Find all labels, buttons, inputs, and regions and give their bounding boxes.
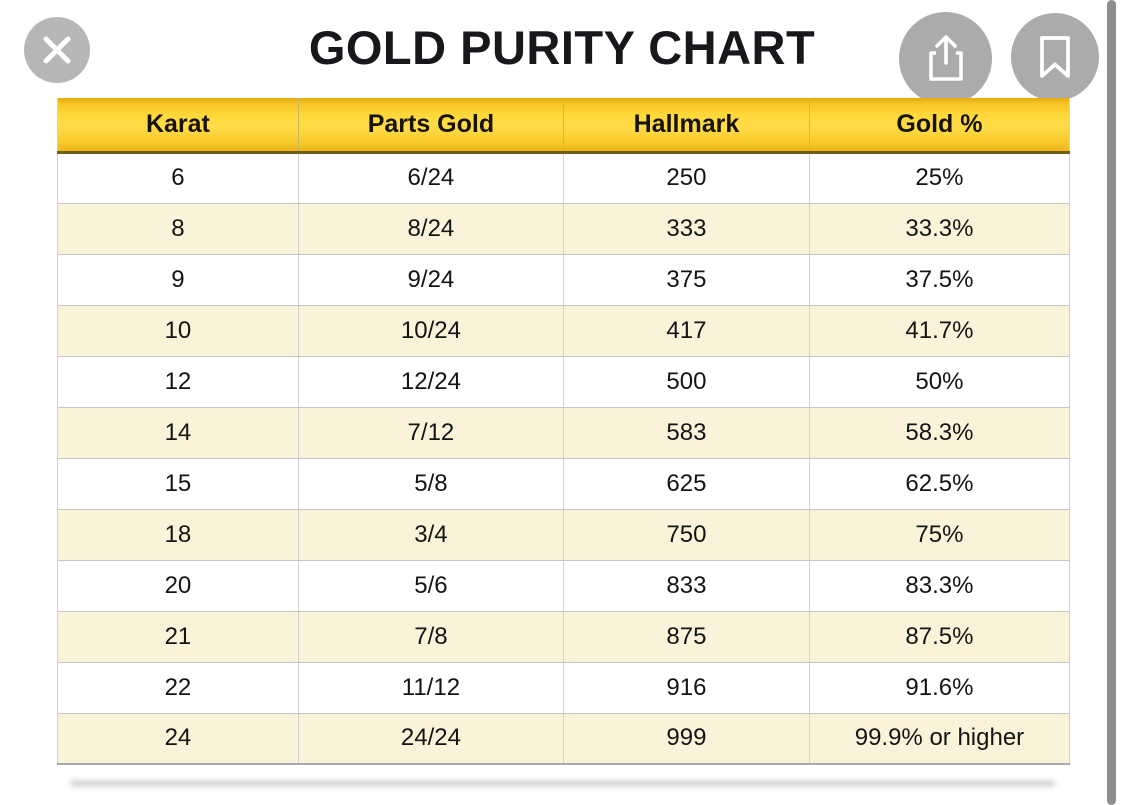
table-cell: 916 — [562, 662, 810, 714]
table-cell: 9/24 — [297, 254, 564, 306]
table-cell: 6 — [57, 152, 299, 204]
table-row: 8 8/24 333 33.3% — [57, 203, 1070, 255]
bookmark-icon — [1035, 34, 1075, 80]
close-button[interactable] — [24, 17, 90, 83]
table-cell: 375 — [562, 254, 810, 306]
table-cell: 7/12 — [297, 407, 564, 459]
table-cell: 12/24 — [297, 356, 564, 408]
table-cell: 33.3% — [808, 203, 1070, 255]
table-cell: 10/24 — [297, 305, 564, 357]
table-cell: 8/24 — [297, 203, 564, 255]
table-cell: 83.3% — [808, 560, 1070, 612]
gold-purity-table: Karat Parts Gold Hallmark Gold % 6 6/24 250 25… — [57, 98, 1070, 765]
table-header-row: Karat Parts Gold Hallmark Gold % — [57, 98, 1070, 154]
table-cell: 87.5% — [808, 611, 1070, 663]
table-row: 9 9/24 375 37.5% — [57, 254, 1070, 306]
table-cell: 75% — [808, 509, 1070, 561]
table-cell: 24/24 — [297, 713, 564, 765]
table-cell: 20 — [57, 560, 299, 612]
table-row: 12 12/24 500 50% — [57, 356, 1070, 408]
table-cell: 10 — [57, 305, 299, 357]
table-row: 18 3/4 750 75% — [57, 509, 1070, 561]
table-row: 20 5/6 833 83.3% — [57, 560, 1070, 612]
table-cell: 333 — [562, 203, 810, 255]
table-bottom-shadow — [70, 781, 1055, 786]
share-button[interactable] — [899, 12, 992, 105]
table-cell: 250 — [562, 152, 810, 204]
table-row: 24 24/24 999 99.9% or higher — [57, 713, 1070, 765]
table-cell: 15 — [57, 458, 299, 510]
table-cell: 750 — [562, 509, 810, 561]
share-icon — [922, 33, 970, 85]
table-cell: 18 — [57, 509, 299, 561]
table-row: 10 10/24 417 41.7% — [57, 305, 1070, 357]
table-body: 6 6/24 250 25% 8 8/24 333 33.3% 9 9/24 375 37.5% 10 1… — [57, 152, 1070, 765]
table-cell: 37.5% — [808, 254, 1070, 306]
table-cell: 62.5% — [808, 458, 1070, 510]
page-title: GOLD PURITY CHART — [308, 21, 816, 74]
table-row: 15 5/8 625 62.5% — [57, 458, 1070, 510]
table-row: 22 11/12 916 91.6% — [57, 662, 1070, 714]
table-cell: 9 — [57, 254, 299, 306]
table-cell: 11/12 — [297, 662, 564, 714]
table-cell: 24 — [57, 713, 299, 765]
vertical-scrollbar[interactable] — [1107, 0, 1116, 805]
table-cell: 91.6% — [808, 662, 1070, 714]
table-cell: 7/8 — [297, 611, 564, 663]
table-cell: 500 — [562, 356, 810, 408]
table-cell: 3/4 — [297, 509, 564, 561]
table-cell: 5/8 — [297, 458, 564, 510]
table-cell: 583 — [562, 407, 810, 459]
table-cell: 833 — [562, 560, 810, 612]
table-cell: 12 — [57, 356, 299, 408]
table-cell: 999 — [562, 713, 810, 765]
column-header-hallmark: Hallmark — [562, 98, 810, 154]
table-cell: 14 — [57, 407, 299, 459]
table-cell: 21 — [57, 611, 299, 663]
table-cell: 625 — [562, 458, 810, 510]
table-cell: 6/24 — [297, 152, 564, 204]
table-cell: 25% — [808, 152, 1070, 204]
bookmark-button[interactable] — [1011, 13, 1099, 101]
table-cell: 8 — [57, 203, 299, 255]
table-cell: 50% — [808, 356, 1070, 408]
column-header-gold-: Gold % — [808, 98, 1070, 154]
table-cell: 417 — [562, 305, 810, 357]
close-icon — [40, 33, 74, 67]
table-cell: 22 — [57, 662, 299, 714]
table-cell: 41.7% — [808, 305, 1070, 357]
column-header-parts-gold: Parts Gold — [297, 98, 564, 154]
table-cell: 875 — [562, 611, 810, 663]
table-row: 21 7/8 875 87.5% — [57, 611, 1070, 663]
table-row: 14 7/12 583 58.3% — [57, 407, 1070, 459]
table-row: 6 6/24 250 25% — [57, 152, 1070, 204]
table-cell: 58.3% — [808, 407, 1070, 459]
table-cell: 99.9% or higher — [808, 713, 1070, 765]
column-header-karat: Karat — [57, 98, 299, 154]
table-cell: 5/6 — [297, 560, 564, 612]
